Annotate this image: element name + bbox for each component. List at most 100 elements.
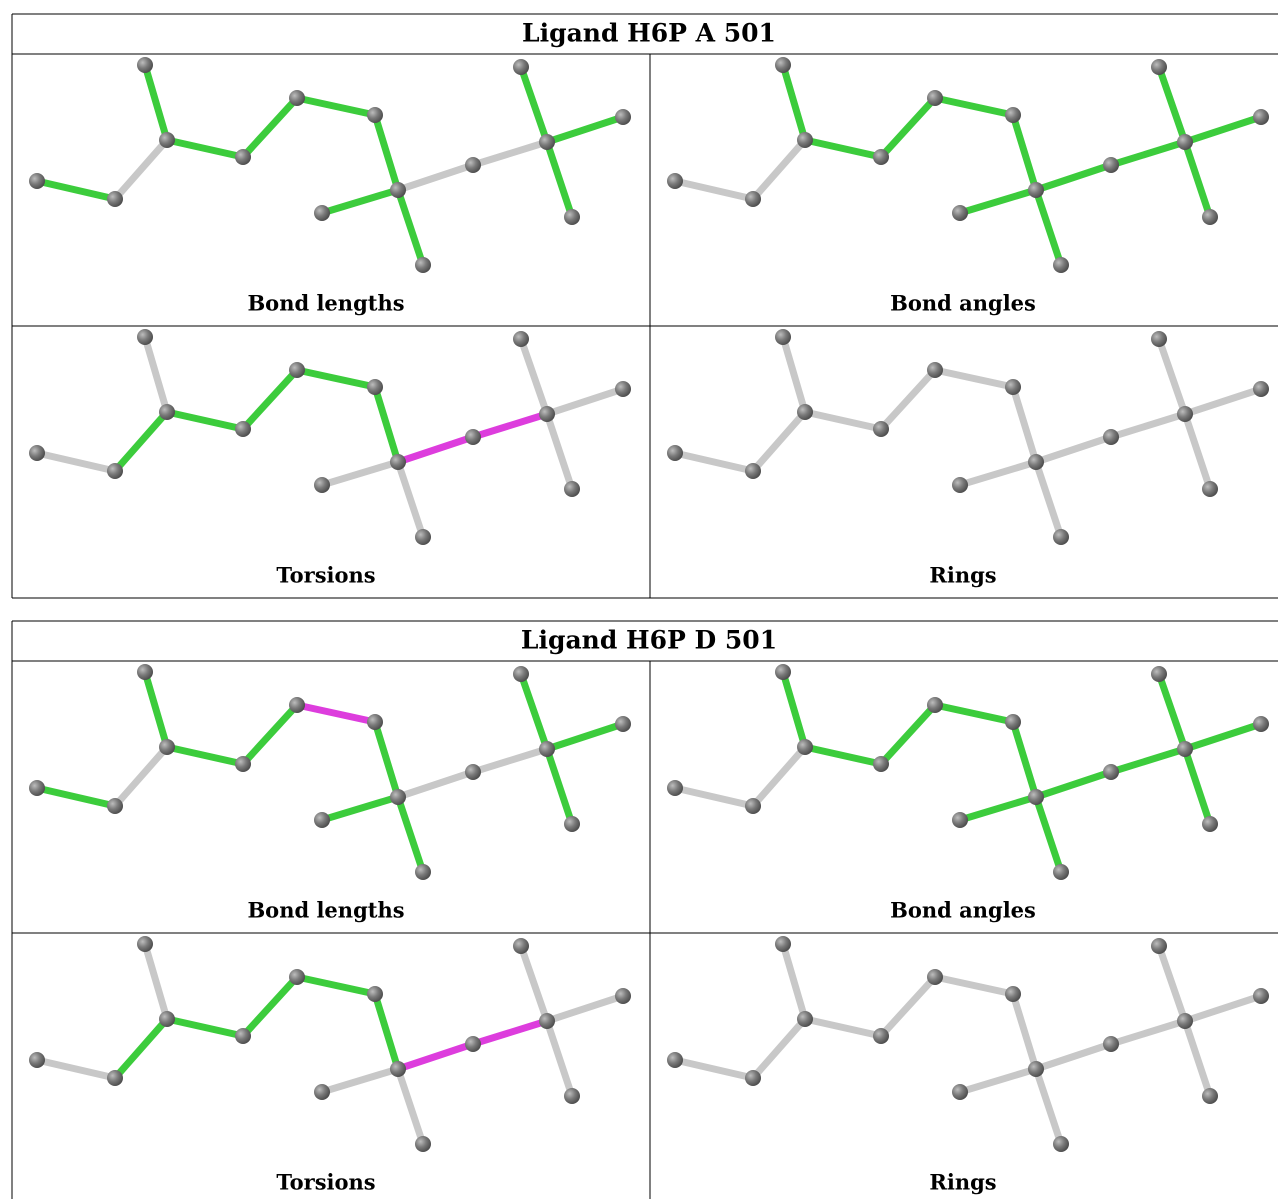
atom <box>952 205 968 221</box>
bond <box>1185 996 1261 1021</box>
bond <box>322 462 398 485</box>
atom <box>465 429 481 445</box>
bond <box>473 749 547 772</box>
bond <box>473 142 547 165</box>
bond <box>1185 414 1210 489</box>
atom <box>1103 764 1119 780</box>
atom <box>952 1084 968 1100</box>
bond <box>1036 772 1111 797</box>
molecule <box>29 664 631 880</box>
bond <box>881 705 935 764</box>
atom <box>107 191 123 207</box>
atom <box>1151 331 1167 347</box>
atom <box>1177 741 1193 757</box>
bond <box>960 462 1036 485</box>
bond <box>881 370 935 429</box>
atom <box>367 986 383 1002</box>
atom <box>137 329 153 345</box>
atom <box>927 697 943 713</box>
bond <box>375 722 398 797</box>
atom <box>1103 157 1119 173</box>
bond <box>547 414 572 489</box>
atom <box>1151 938 1167 954</box>
bond <box>115 412 167 471</box>
atom <box>775 936 791 952</box>
atom <box>289 90 305 106</box>
bond <box>805 1019 881 1036</box>
bond <box>1013 387 1036 462</box>
bond <box>521 674 547 749</box>
atom <box>513 938 529 954</box>
bond <box>960 190 1036 213</box>
bond <box>935 977 1013 994</box>
atom <box>775 664 791 680</box>
atom <box>159 132 175 148</box>
bond <box>547 117 623 142</box>
bond <box>753 1019 805 1078</box>
atom <box>539 406 555 422</box>
panel-caption: Rings <box>929 1170 996 1195</box>
bond <box>145 65 167 140</box>
bond <box>167 412 243 429</box>
molecule <box>667 664 1269 880</box>
atom <box>1028 182 1044 198</box>
atom <box>797 132 813 148</box>
atom <box>873 149 889 165</box>
bond <box>881 98 935 157</box>
atom <box>745 1070 761 1086</box>
atom <box>29 445 45 461</box>
page: Ligand H6P A 501Bond lengthsBond anglesT… <box>0 0 1278 1199</box>
bond <box>783 944 805 1019</box>
bond <box>398 462 423 537</box>
atom <box>367 107 383 123</box>
bond <box>547 142 572 217</box>
bond <box>1036 437 1111 462</box>
bond <box>1185 749 1210 824</box>
atom <box>1253 988 1269 1004</box>
atom <box>289 697 305 713</box>
bond <box>1185 142 1210 217</box>
bond <box>1036 190 1061 265</box>
bond <box>37 181 115 199</box>
atom <box>1202 1088 1218 1104</box>
bond <box>115 1019 167 1078</box>
atom <box>775 57 791 73</box>
atom <box>159 1011 175 1027</box>
atom <box>797 1011 813 1027</box>
bond <box>375 387 398 462</box>
bond <box>783 337 805 412</box>
bond <box>547 996 623 1021</box>
atom <box>367 379 383 395</box>
atom <box>952 812 968 828</box>
panel-caption: Bond angles <box>890 291 1036 316</box>
panel-caption: Rings <box>929 563 996 588</box>
atom <box>314 1084 330 1100</box>
bond <box>398 772 473 797</box>
atom <box>1053 257 1069 273</box>
atom <box>927 90 943 106</box>
atom <box>390 789 406 805</box>
atom <box>1177 406 1193 422</box>
atom <box>1053 864 1069 880</box>
bond <box>935 705 1013 722</box>
atom <box>927 969 943 985</box>
bond <box>521 339 547 414</box>
bond <box>547 724 623 749</box>
atom <box>314 812 330 828</box>
panel-caption: Bond lengths <box>247 898 404 923</box>
atom <box>667 780 683 796</box>
panel-caption: Bond angles <box>890 898 1036 923</box>
atom <box>615 109 631 125</box>
atom <box>1177 1013 1193 1029</box>
bond <box>322 797 398 820</box>
bond <box>1185 724 1261 749</box>
bond <box>935 98 1013 115</box>
atom <box>235 421 251 437</box>
bond <box>37 1060 115 1078</box>
bond <box>297 705 375 722</box>
atom <box>513 331 529 347</box>
bond <box>37 788 115 806</box>
panel-caption: Torsions <box>276 563 375 588</box>
bond <box>322 190 398 213</box>
atom <box>235 1028 251 1044</box>
